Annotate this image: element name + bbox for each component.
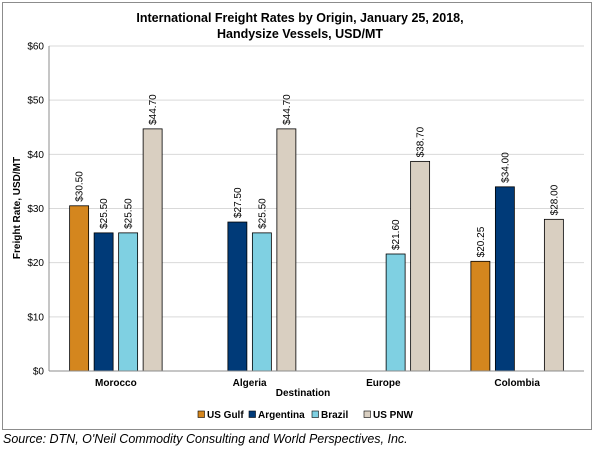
bar	[251, 232, 272, 372]
bar	[118, 232, 139, 372]
x-axis-title: Destination	[276, 388, 330, 399]
bar	[93, 232, 114, 372]
data-label: $21.60	[391, 219, 402, 250]
y-tick-label: $60	[27, 42, 44, 53]
legend-label: US PNW	[373, 410, 414, 421]
data-label: $38.70	[416, 126, 427, 157]
bar	[494, 186, 515, 372]
data-label: $30.50	[75, 171, 86, 202]
x-tick-label: Algeria	[233, 378, 267, 389]
axes: $0 $10 $20 $30 $40 $50 $60 Morocco Algeria Europe…	[27, 42, 584, 389]
data-labels: $30.50 $25.50 $25.50 $44.70 $27.50 $25.50 $44.…	[75, 94, 561, 257]
data-label: $25.50	[99, 198, 110, 229]
data-label: $25.50	[124, 198, 135, 229]
y-tick-label: $20	[27, 258, 44, 269]
y-tick-label: $10	[27, 312, 44, 323]
data-label: $44.70	[148, 94, 159, 125]
bar	[227, 221, 248, 372]
x-tick-label: Europe	[366, 378, 401, 389]
data-label: $20.25	[476, 226, 487, 257]
chart-subtitle: Handysize Vessels, USD/MT	[217, 27, 383, 41]
data-label: $28.00	[549, 184, 560, 215]
x-tick-label: Morocco	[95, 378, 137, 389]
bar	[410, 160, 431, 372]
y-tick-label: $0	[33, 367, 45, 378]
bar	[276, 128, 297, 372]
legend-label: Argentina	[258, 410, 305, 421]
data-label: $25.50	[257, 198, 268, 229]
bar	[69, 205, 90, 372]
gridlines	[49, 45, 584, 318]
bars	[69, 128, 564, 372]
y-tick-label: $40	[27, 150, 44, 161]
data-label: $27.50	[233, 187, 244, 218]
bar	[385, 253, 406, 372]
chart-title: International Freight Rates by Origin, J…	[136, 11, 463, 25]
source-note: Source: DTN, O'Neil Commodity Consulting…	[3, 432, 408, 446]
legend-swatch	[363, 410, 371, 418]
data-label: $34.00	[500, 152, 511, 183]
legend-swatch	[311, 410, 319, 418]
legend-label: Brazil	[321, 410, 348, 421]
legend-label: US Gulf	[207, 410, 244, 421]
y-axis-title: Freight Rate, USD/MT	[12, 157, 23, 259]
legend: US Gulf Argentina Brazil US PNW	[197, 410, 414, 421]
bar	[470, 260, 491, 372]
data-label: $44.70	[282, 94, 293, 125]
y-tick-label: $30	[27, 204, 44, 215]
legend-swatch	[248, 410, 256, 418]
y-tick-label: $50	[27, 96, 44, 107]
bar	[142, 128, 163, 372]
bar	[543, 218, 564, 372]
x-tick-label: Colombia	[494, 378, 540, 389]
legend-swatch	[197, 410, 205, 418]
